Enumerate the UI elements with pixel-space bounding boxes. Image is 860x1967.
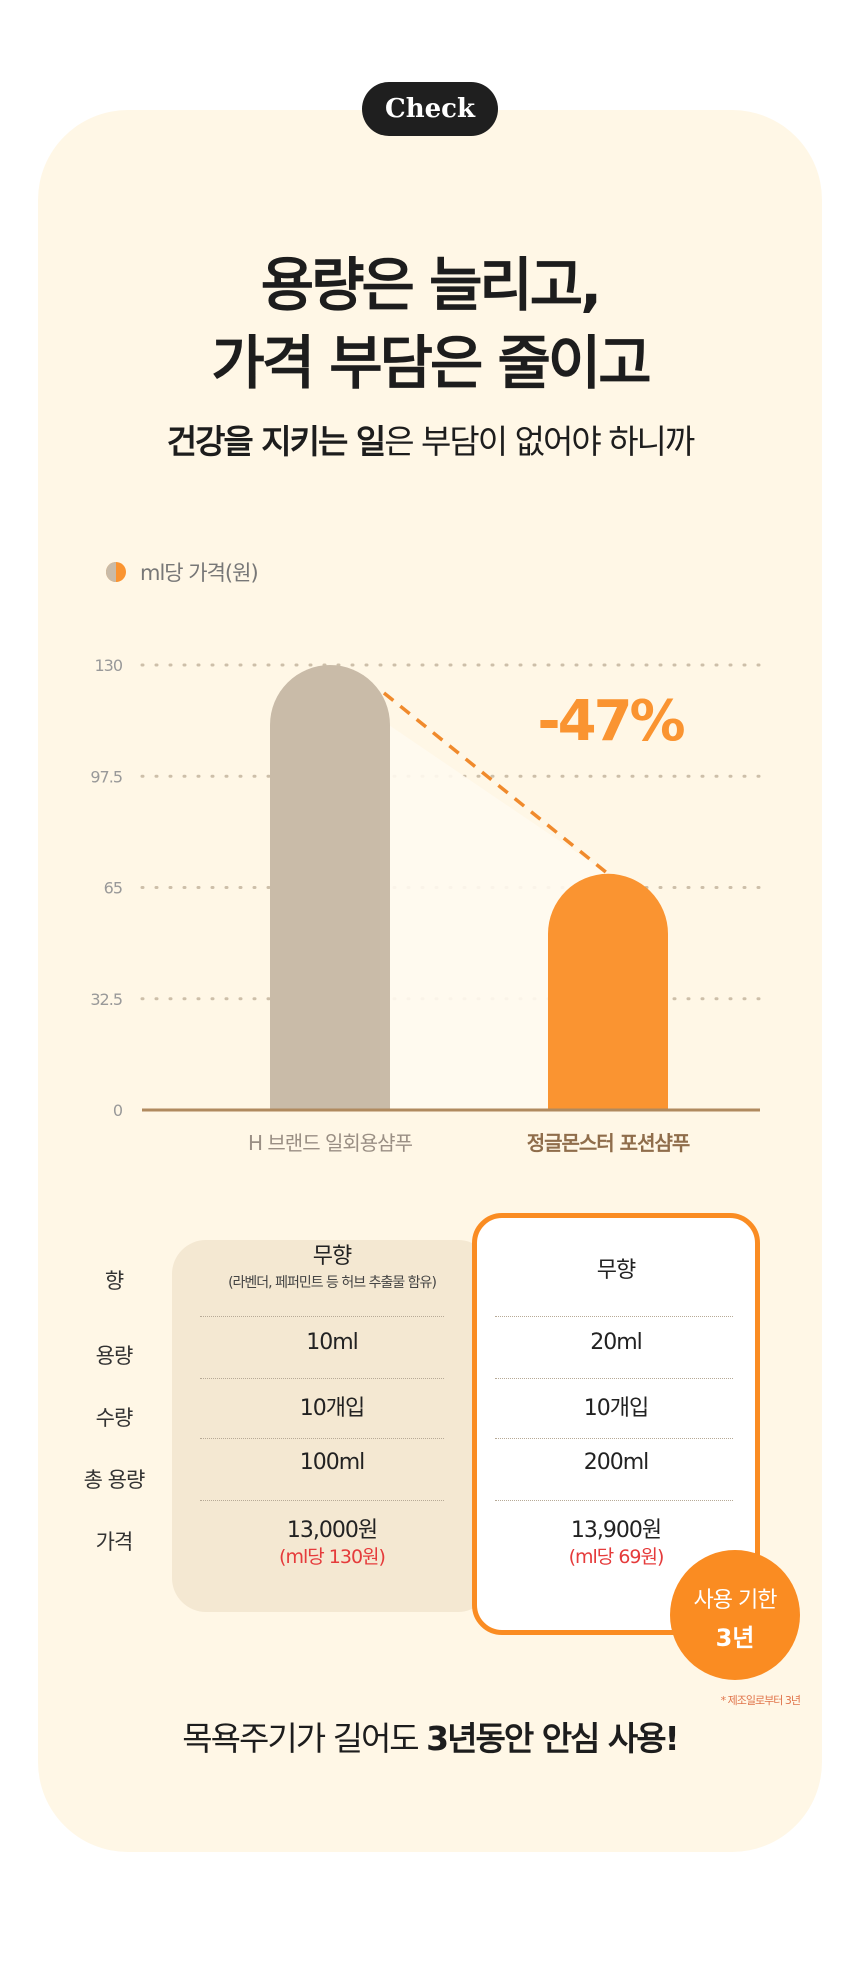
row-label-price: 가격 [95, 1530, 134, 1554]
right-divider [495, 1500, 733, 1501]
right-divider [495, 1378, 733, 1379]
bar-1 [270, 665, 390, 1110]
y-tick-label: 97.5 [90, 767, 122, 786]
right-total: 200ml [583, 1450, 650, 1475]
right-volume: 20ml [590, 1330, 643, 1355]
left-total: 100ml [299, 1450, 366, 1475]
left-divider [200, 1500, 444, 1501]
right-divider [495, 1316, 733, 1317]
right-divider [495, 1438, 733, 1439]
footnote: * 제조일로부터 3년 [720, 1694, 801, 1707]
expiry-value: 3년 [715, 1624, 755, 1652]
left-per-ml: (ml당 130원) [279, 1546, 386, 1568]
check-badge: Check [362, 82, 498, 136]
row-label-total: 총 용량 [83, 1468, 146, 1492]
trend-dash-line [382, 691, 610, 876]
subtitle-bold: 건강을 지키는 일 [166, 422, 386, 461]
left-divider [200, 1438, 444, 1439]
compare-left-bg [172, 1240, 492, 1612]
y-tick-label: 65 [104, 879, 122, 898]
row-label-count: 수량 [95, 1406, 134, 1430]
left-price: 13,000원 [286, 1518, 378, 1543]
shade-area [330, 685, 608, 1110]
chart-legend: ml당 가격(원) [106, 561, 259, 585]
right-per-ml: (ml당 69원) [568, 1546, 665, 1568]
row-label-scent: 향 [104, 1269, 124, 1293]
bottom-bold: 3년동안 안심 사용! [426, 1719, 680, 1758]
expiry-label: 사용 기한 [693, 1588, 778, 1613]
right-price: 13,900원 [570, 1518, 662, 1543]
left-scent-note: (라벤더, 페퍼민트 등 허브 추출물 함유) [228, 1275, 437, 1291]
headline-line2: 가격 부담은 줄이고 [211, 329, 651, 397]
price-chart: ml당 가격(원) 0 32.5 65 97.5 130 -47% H 브랜드 일회용샴… [90, 561, 762, 1155]
x-tick-label: 정글몬스터 포션샴푸 [527, 1131, 690, 1155]
subtitle-rest: 은 부담이 없어야 하니까 [384, 422, 695, 461]
left-divider [200, 1378, 444, 1379]
bar-2 [548, 873, 668, 1110]
right-count: 10개입 [583, 1396, 649, 1421]
legend-icon-half-gray [106, 562, 116, 582]
left-divider [200, 1316, 444, 1317]
bottom-message: 목욕주기가 길어도 3년동안 안심 사용! [0, 1712, 860, 1760]
headline-line1: 용량은 늘리고, [260, 251, 602, 319]
row-label-volume: 용량 [95, 1344, 134, 1368]
y-tick-label: 0 [113, 1101, 123, 1120]
right-scent: 무향 [596, 1258, 636, 1283]
left-count: 10개입 [299, 1396, 365, 1421]
bottom-pre: 목욕주기가 길어도 [182, 1719, 427, 1758]
y-tick-label: 32.5 [90, 990, 122, 1009]
x-tick-label: H 브랜드 일회용샴푸 [248, 1131, 413, 1155]
subtitle: 건강을 지키는 일은 부담이 없어야 하니까 [0, 415, 860, 463]
expiry-circle: 사용 기한 3년 [670, 1550, 800, 1680]
discount-annotation: -47% [537, 689, 684, 754]
left-scent: 무향 [312, 1244, 352, 1269]
left-volume: 10ml [306, 1330, 359, 1355]
legend-label: ml당 가격(원) [140, 561, 258, 585]
y-tick-label: 130 [94, 656, 122, 675]
